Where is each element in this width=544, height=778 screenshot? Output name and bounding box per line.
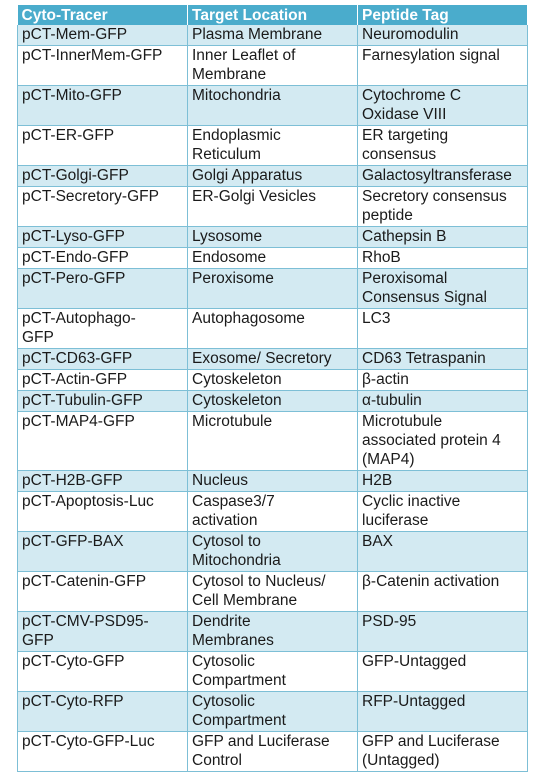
cyto-tracer-cell: pCT-Cyto-RFP xyxy=(17,691,188,732)
cyto-tracer-cell: pCT-Cyto-GFP-Luc xyxy=(17,731,188,772)
table-row: pCT-Apoptosis-Luc Caspase3/7 activation Cy… xyxy=(17,491,528,532)
target-location-cell: GFP and Luciferase Control xyxy=(187,731,358,772)
target-location-cell: Lysosome xyxy=(187,226,358,248)
target-location-cell: Dendrite Membranes xyxy=(187,611,358,652)
table-row: pCT-Mem-GFP Plasma Membrane Neuromodulin xyxy=(17,25,528,46)
peptide-tag-cell: BAX xyxy=(357,531,528,572)
target-location-cell: Microtubule xyxy=(187,411,358,471)
target-location-cell: Endosome xyxy=(187,247,358,269)
peptide-tag-cell: Peroxisomal Consensus Signal xyxy=(357,268,528,309)
cyto-tracer-cell: pCT-Apoptosis-Luc xyxy=(17,491,188,532)
target-location-cell: Cytoskeleton xyxy=(187,369,358,391)
target-location-cell: Cytoskeleton xyxy=(187,390,358,412)
column-header-cyto-tracer: Cyto-Tracer xyxy=(17,5,188,25)
table-row: pCT-GFP-BAX Cytosol to Mitochondria BAX xyxy=(17,531,528,572)
column-header-peptide-tag: Peptide Tag xyxy=(357,5,528,25)
table-row: pCT-H2B-GFP Nucleus H2B xyxy=(17,470,528,492)
cyto-tracer-cell: pCT-Lyso-GFP xyxy=(17,226,188,248)
peptide-tag-cell: Cathepsin B xyxy=(357,226,528,248)
cyto-tracer-cell: pCT-Cyto-GFP xyxy=(17,651,188,692)
column-header-target-location: Target Location xyxy=(187,5,358,25)
target-location-cell: Peroxisome xyxy=(187,268,358,309)
target-location-cell: Autophagosome xyxy=(187,308,358,349)
target-location-cell: Endoplasmic Reticulum xyxy=(187,125,358,166)
target-location-cell: ER-Golgi Vesicles xyxy=(187,186,358,227)
cyto-tracer-cell: pCT-Catenin-GFP xyxy=(17,571,188,612)
cyto-tracer-cell: pCT-CMV-PSD95- GFP xyxy=(17,611,188,652)
cyto-tracer-cell: pCT-Tubulin-GFP xyxy=(17,390,188,412)
peptide-tag-cell: Cyclic inactive luciferase xyxy=(357,491,528,532)
peptide-tag-cell: ER targeting consensus xyxy=(357,125,528,166)
peptide-tag-cell: β-Catenin activation xyxy=(357,571,528,612)
cyto-tracer-cell: pCT-Mem-GFP xyxy=(17,25,188,46)
target-location-cell: Inner Leaflet of Membrane xyxy=(187,45,358,86)
cyto-tracer-cell: pCT-InnerMem-GFP xyxy=(17,45,188,86)
table-row: pCT-Tubulin-GFP Cytoskeleton α-tubulin xyxy=(17,390,528,412)
table-row: pCT-ER-GFP Endoplasmic Reticulum ER target… xyxy=(17,125,528,166)
table-body: pCT-Mem-GFP Plasma Membrane Neuromodulin pC… xyxy=(17,25,528,772)
peptide-tag-cell: α-tubulin xyxy=(357,390,528,412)
target-location-cell: Caspase3/7 activation xyxy=(187,491,358,532)
peptide-tag-cell: β-actin xyxy=(357,369,528,391)
cyto-tracer-cell: pCT-Endo-GFP xyxy=(17,247,188,269)
target-location-cell: Cytosolic Compartment xyxy=(187,651,358,692)
table-row: pCT-Actin-GFP Cytoskeleton β-actin xyxy=(17,369,528,391)
table-row: pCT-MAP4-GFP Microtubule Microtubule assoc… xyxy=(17,411,528,471)
peptide-tag-cell: GFP and Luciferase (Untagged) xyxy=(357,731,528,772)
cyto-tracer-cell: pCT-Secretory-GFP xyxy=(17,186,188,227)
peptide-tag-cell: Secretory consensus peptide xyxy=(357,186,528,227)
peptide-tag-cell: CD63 Tetraspanin xyxy=(357,348,528,370)
table-header-row: Cyto-Tracer Target Location Peptide Tag xyxy=(17,5,528,25)
table-row: pCT-Golgi-GFP Golgi Apparatus Galactosyltr… xyxy=(17,165,528,187)
target-location-cell: Exosome/ Secretory xyxy=(187,348,358,370)
table-row: pCT-CMV-PSD95- GFP Dendrite Membranes PSD-… xyxy=(17,611,528,652)
peptide-tag-cell: Farnesylation signal xyxy=(357,45,528,86)
target-location-cell: Cytosolic Compartment xyxy=(187,691,358,732)
cyto-tracer-cell: pCT-ER-GFP xyxy=(17,125,188,166)
peptide-tag-cell: Cytochrome C Oxidase VIII xyxy=(357,85,528,126)
peptide-tag-cell: GFP-Untagged xyxy=(357,651,528,692)
table-row: pCT-Secretory-GFP ER-Golgi Vesicles Secret… xyxy=(17,186,528,227)
peptide-tag-cell: Neuromodulin xyxy=(357,25,528,46)
cyto-tracer-cell: pCT-MAP4-GFP xyxy=(17,411,188,471)
cyto-tracer-cell: pCT-CD63-GFP xyxy=(17,348,188,370)
target-location-cell: Cytosol to Mitochondria xyxy=(187,531,358,572)
cyto-tracer-cell: pCT-GFP-BAX xyxy=(17,531,188,572)
peptide-tag-cell: RFP-Untagged xyxy=(357,691,528,732)
table-row: pCT-Pero-GFP Peroxisome Peroxisomal Consen… xyxy=(17,268,528,309)
cyto-tracer-cell: pCT-Actin-GFP xyxy=(17,369,188,391)
cyto-tracer-cell: pCT-Pero-GFP xyxy=(17,268,188,309)
peptide-tag-cell: Galactosyltransferase xyxy=(357,165,528,187)
peptide-tag-cell: PSD-95 xyxy=(357,611,528,652)
table-header: Cyto-Tracer Target Location Peptide Tag xyxy=(17,5,528,25)
target-location-cell: Mitochondria xyxy=(187,85,358,126)
table-row: pCT-InnerMem-GFP Inner Leaflet of Membran… xyxy=(17,45,528,86)
target-location-cell: Plasma Membrane xyxy=(187,25,358,46)
table-row: pCT-Cyto-GFP Cytosolic Compartment GFP-Unt… xyxy=(17,651,528,692)
table-row: pCT-Endo-GFP Endosome RhoB xyxy=(17,247,528,269)
table-row: pCT-Lyso-GFP Lysosome Cathepsin B xyxy=(17,226,528,248)
table-row: pCT-Cyto-GFP-Luc GFP and Luciferase Contr… xyxy=(17,731,528,772)
target-location-cell: Nucleus xyxy=(187,470,358,492)
peptide-tag-cell: LC3 xyxy=(357,308,528,349)
table-row: pCT-CD63-GFP Exosome/ Secretory CD63 Tetra… xyxy=(17,348,528,370)
cyto-tracer-cell: pCT-Autophago- GFP xyxy=(17,308,188,349)
peptide-tag-cell: H2B xyxy=(357,470,528,492)
cyto-tracer-cell: pCT-Golgi-GFP xyxy=(17,165,188,187)
cyto-tracer-table: Cyto-Tracer Target Location Peptide Tag … xyxy=(17,5,528,772)
cyto-tracer-cell: pCT-H2B-GFP xyxy=(17,470,188,492)
table-row: pCT-Mito-GFP Mitochondria Cytochrome C Oxi… xyxy=(17,85,528,126)
target-location-cell: Cytosol to Nucleus/ Cell Membrane xyxy=(187,571,358,612)
table-row: pCT-Autophago- GFP Autophagosome LC3 xyxy=(17,308,528,349)
table-row: pCT-Cyto-RFP Cytosolic Compartment RFP-Unt… xyxy=(17,691,528,732)
table-row: pCT-Catenin-GFP Cytosol to Nucleus/ Cell … xyxy=(17,571,528,612)
peptide-tag-cell: RhoB xyxy=(357,247,528,269)
peptide-tag-cell: Microtubule associated protein 4 (MAP4) xyxy=(357,411,528,471)
cyto-tracer-table-container: Cyto-Tracer Target Location Peptide Tag … xyxy=(17,5,528,772)
cyto-tracer-cell: pCT-Mito-GFP xyxy=(17,85,188,126)
target-location-cell: Golgi Apparatus xyxy=(187,165,358,187)
